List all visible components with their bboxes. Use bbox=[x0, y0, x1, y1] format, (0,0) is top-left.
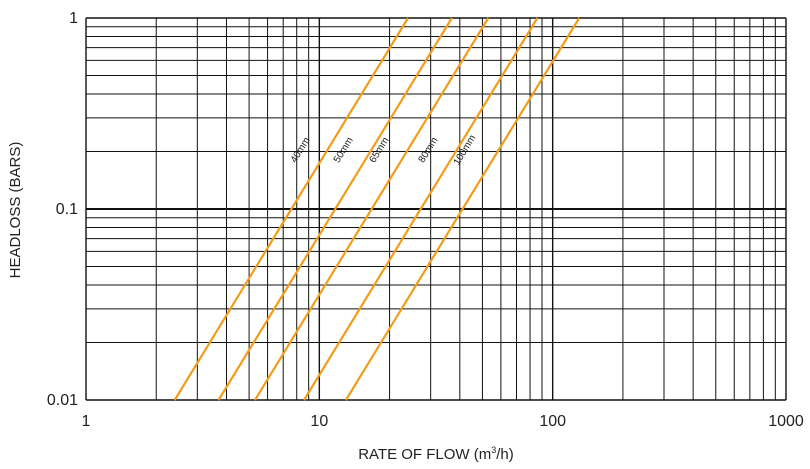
series-lines bbox=[173, 17, 581, 401]
series-label-50mm: 50mm bbox=[332, 135, 356, 164]
x-tick-label: 10 bbox=[310, 413, 328, 430]
series-line-100mm bbox=[344, 17, 581, 401]
tick-labels: 1 10 100 1000 1 0.1 0.01 bbox=[47, 10, 804, 430]
x-tick-label: 1 bbox=[82, 413, 91, 430]
x-axis-title-prefix: RATE OF FLOW (m bbox=[358, 446, 491, 463]
series-label-80mm: 80mm bbox=[417, 135, 441, 164]
series-line-65mm bbox=[254, 17, 490, 401]
grid bbox=[85, 17, 787, 401]
y-tick-label: 0.01 bbox=[47, 392, 78, 409]
x-axis-title: RATE OF FLOW (m3/h) bbox=[358, 445, 514, 463]
x-tick-label: 1000 bbox=[768, 413, 804, 430]
x-axis-title-suffix: /h) bbox=[496, 446, 514, 463]
x-axis-title-sup: 3 bbox=[491, 445, 496, 455]
x-tick-label: 100 bbox=[539, 413, 566, 430]
series-line-40mm bbox=[173, 17, 409, 401]
y-tick-label: 1 bbox=[69, 10, 78, 27]
series-line-50mm bbox=[217, 17, 453, 401]
y-tick-label: 0.1 bbox=[56, 201, 78, 218]
series-line-80mm bbox=[303, 17, 539, 401]
y-axis-title: HEADLOSS (BARS) bbox=[7, 142, 24, 279]
